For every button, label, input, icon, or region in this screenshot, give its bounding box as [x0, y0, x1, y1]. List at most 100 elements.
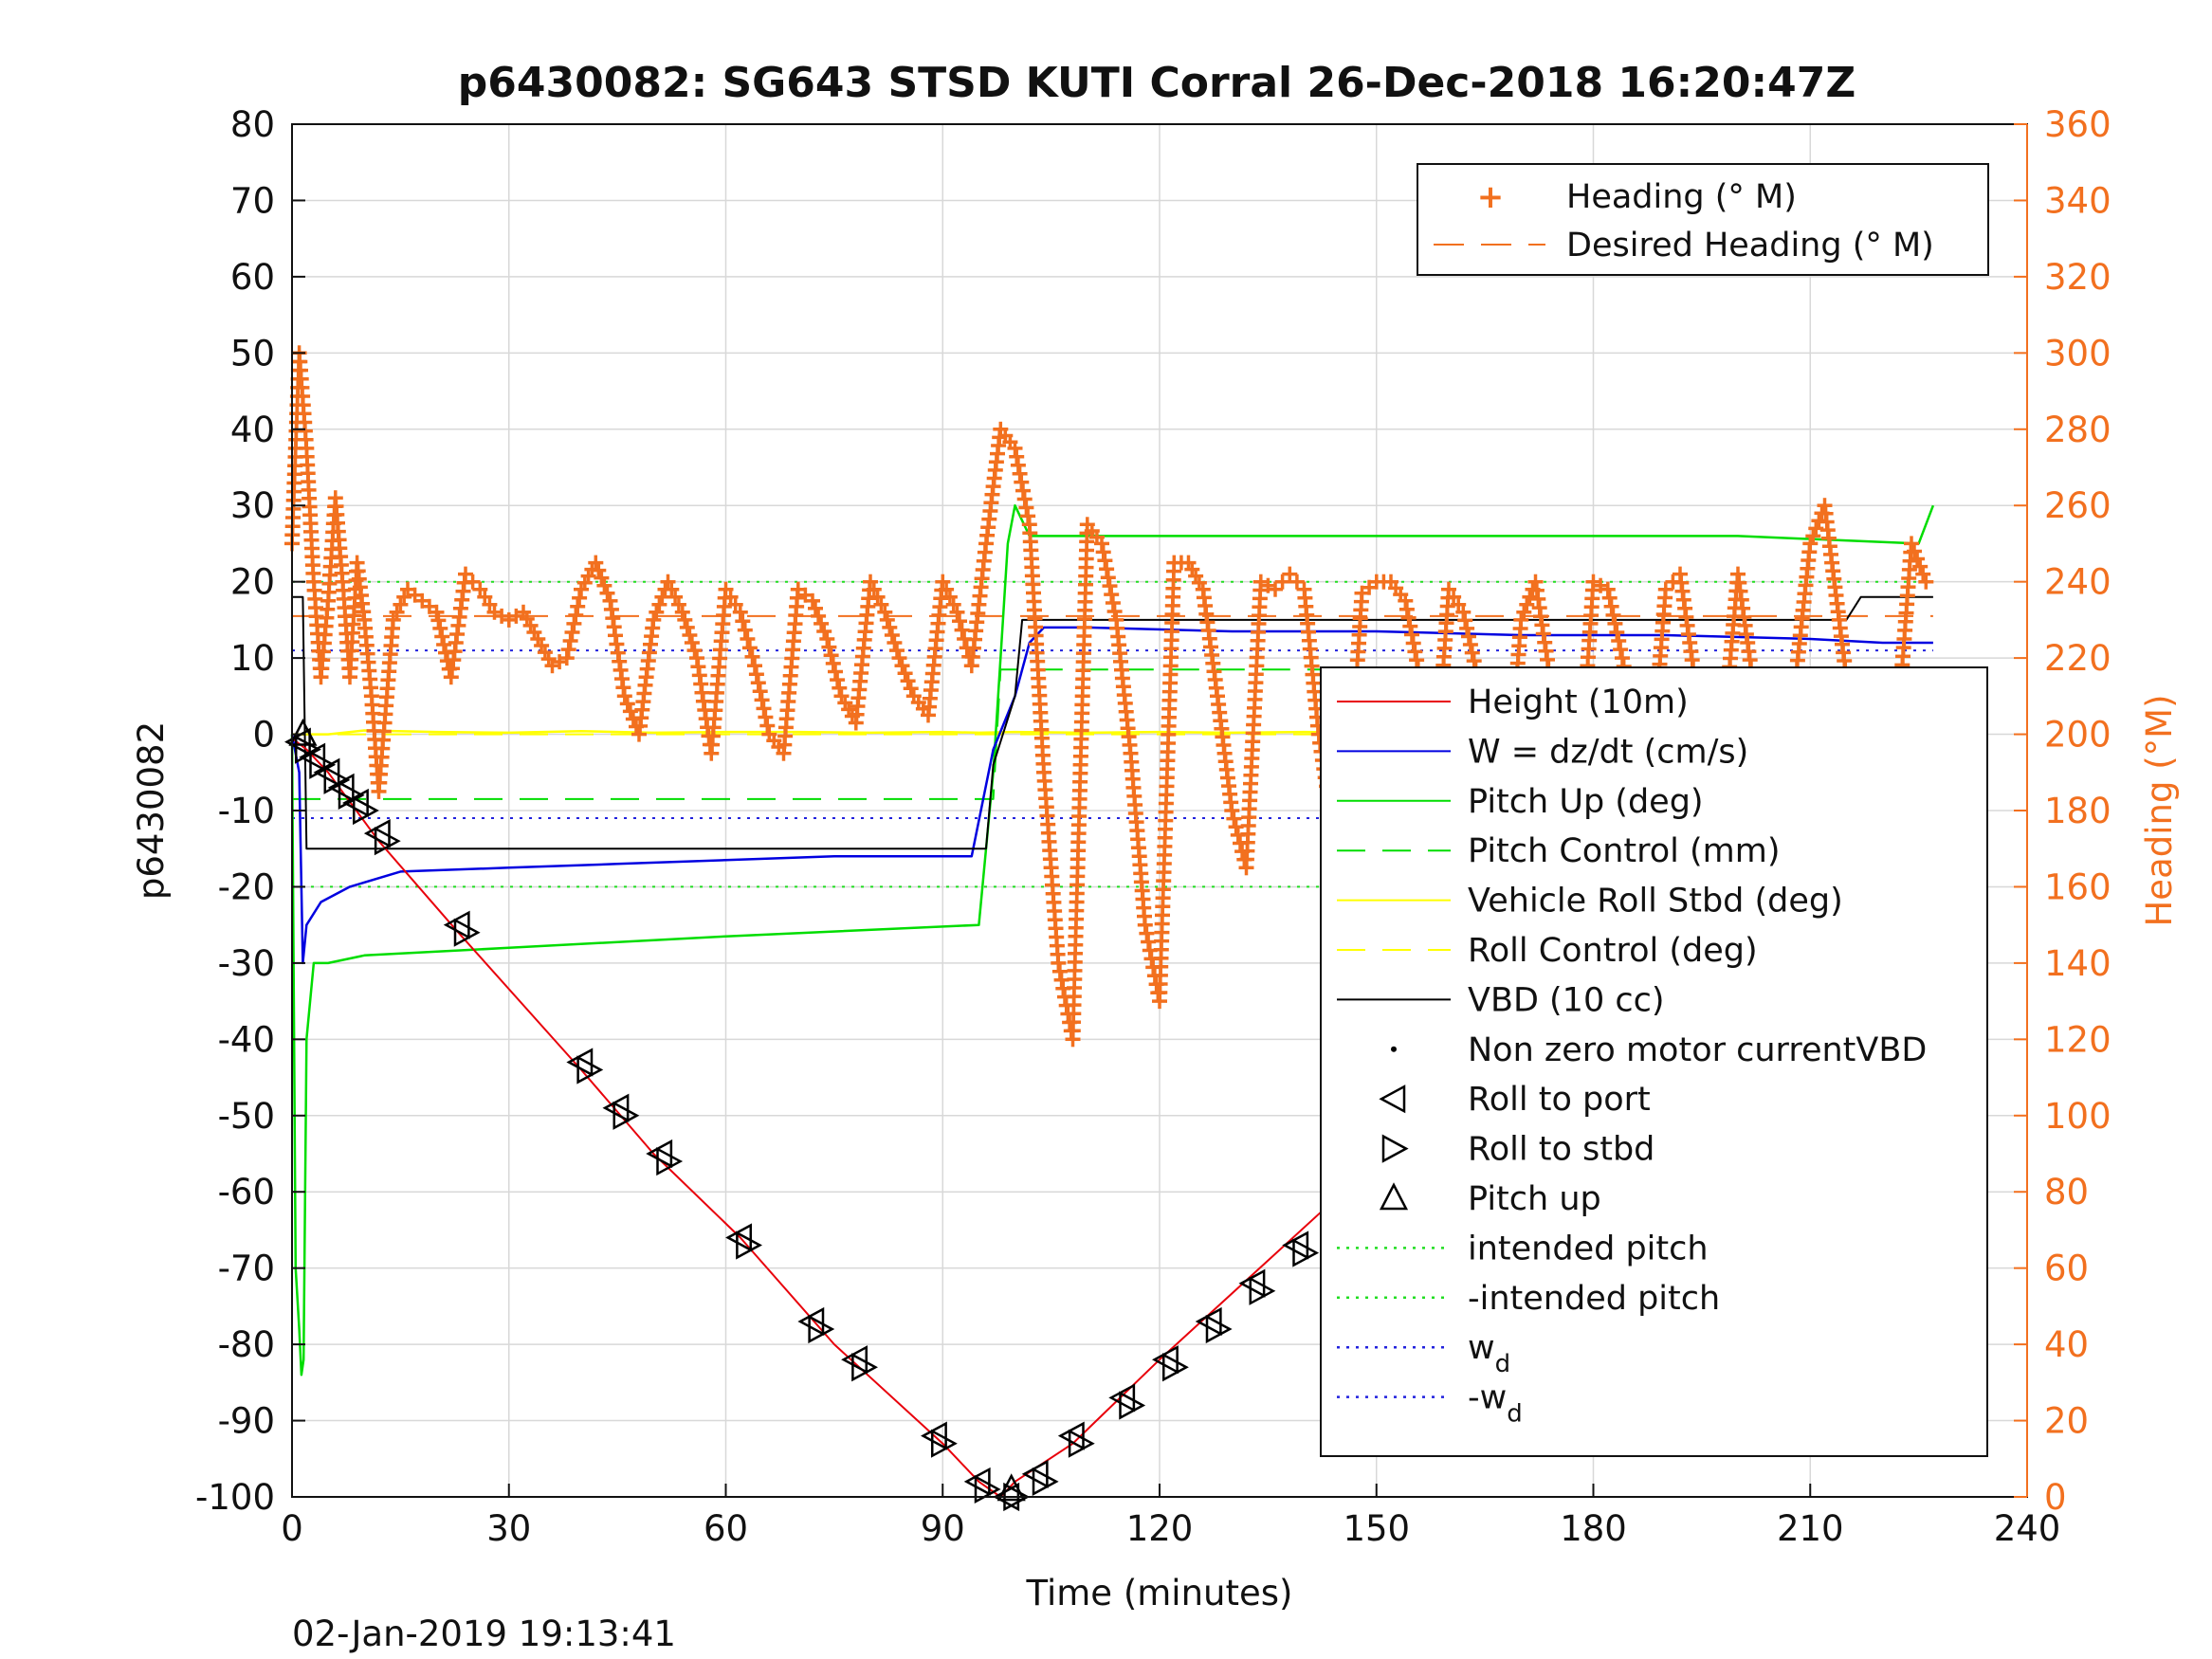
heading-point — [572, 590, 588, 606]
heading-point — [814, 615, 830, 631]
heading-point — [741, 640, 758, 656]
heading-point — [759, 718, 776, 734]
legend-sample-marker — [1379, 1085, 1406, 1114]
y-right-tick-label: 40 — [2044, 1324, 2089, 1365]
pitch-up-marker — [288, 718, 318, 746]
heading-point — [718, 581, 734, 597]
heading-point — [1274, 574, 1290, 590]
y-right-tick-label: 240 — [2044, 562, 2111, 603]
heading-point — [954, 622, 970, 638]
heading-point — [677, 611, 693, 628]
legend-subscript: d — [1495, 1350, 1511, 1378]
heading-point — [385, 611, 401, 628]
y-tick-label: 10 — [230, 638, 275, 679]
y-right-tick-label: 300 — [2044, 333, 2111, 374]
y-right-tick-label: 220 — [2044, 638, 2111, 679]
heading-point — [939, 581, 955, 597]
y-tick-label: 70 — [230, 180, 275, 221]
roll-to-stbd-marker — [808, 1314, 835, 1344]
heading-point — [1613, 642, 1629, 658]
legend-subscript: d — [1507, 1400, 1523, 1429]
timestamp-footer: 02-Jan-2019 19:13:41 — [292, 1613, 676, 1654]
legend-heading: + Heading (° M) Desired Heading (° M) — [1417, 163, 1989, 276]
roll-to-stbd-marker — [1249, 1276, 1276, 1305]
y-tick-label: -70 — [218, 1249, 275, 1289]
heading-point — [684, 635, 700, 650]
heading-point — [1605, 607, 1621, 623]
y-tick-label: 80 — [230, 104, 275, 145]
y-axis-right-label: Heading (°M) — [2139, 694, 2180, 926]
heading-point — [649, 604, 665, 620]
roll-to-port-marker — [963, 1467, 991, 1497]
roll-to-stbd-marker — [1068, 1429, 1095, 1458]
heading-point — [646, 611, 662, 628]
heading-point — [558, 650, 575, 666]
roll-to-port-marker — [1057, 1421, 1085, 1450]
heading-point — [744, 648, 760, 665]
roll-to-port-marker — [566, 1048, 594, 1077]
legend-main-label: VBD (10 cc) — [1468, 981, 1665, 1019]
roll-to-port-marker — [725, 1223, 752, 1252]
heading-point — [619, 696, 635, 712]
heading-point — [1516, 604, 1532, 620]
heading-point — [1466, 653, 1482, 669]
y-right-tick-label: 100 — [2044, 1096, 2111, 1137]
roll-to-stbd-marker — [656, 1146, 684, 1176]
heading-point — [1441, 581, 1456, 597]
pitch-up-marker — [996, 1473, 1026, 1502]
roll-to-stbd-marker — [576, 1055, 604, 1085]
heading-point — [1513, 611, 1529, 628]
chart-title: p6430082: SG643 STSD KUTI Corral 26-Dec-… — [458, 59, 1856, 107]
heading-point — [432, 620, 448, 636]
heading-point — [805, 592, 820, 609]
heading-point — [472, 581, 488, 597]
heading-point — [830, 672, 846, 688]
heading-point — [651, 596, 667, 612]
series-line-pitch-up-deg — [290, 503, 1935, 1376]
legend-main-label: -intended pitch — [1468, 1280, 1720, 1318]
roll-to-stbd-marker — [1032, 1467, 1059, 1497]
y-tick-label: 40 — [230, 410, 275, 450]
legend-main-items: Height (10m) W = dz/dt (cm/s) Pitch Up (de… — [1337, 684, 1927, 1429]
series-line-pitch-control-mm — [292, 668, 1930, 800]
y-tick-label: -80 — [218, 1324, 275, 1365]
y-right-tick-label: 60 — [2044, 1249, 2089, 1289]
heading-point — [1918, 574, 1934, 590]
y-right-tick-label: 120 — [2044, 1019, 2111, 1060]
heading-point — [1224, 803, 1240, 818]
y-right-tick-label: 360 — [2044, 104, 2111, 145]
heading-point — [866, 581, 882, 597]
y-right-tick-label: 20 — [2044, 1401, 2089, 1442]
y-tick-label: -100 — [195, 1477, 275, 1518]
heading-point — [1805, 528, 1821, 544]
heading-point — [1464, 645, 1480, 661]
heading-point — [756, 701, 772, 717]
heading-point — [952, 613, 967, 629]
heading-point — [568, 607, 584, 623]
roll-to-port-marker — [342, 788, 369, 818]
heading-point — [430, 612, 447, 629]
heading-point — [1912, 558, 1929, 574]
heading-point — [465, 574, 481, 590]
heading-point — [1910, 551, 1926, 567]
x-tick-label: 30 — [486, 1508, 531, 1549]
heading-point — [735, 613, 751, 629]
heading-point — [823, 647, 839, 664]
legend-main-label: Roll to stbd — [1468, 1131, 1654, 1169]
legend-heading-entry-0: Heading (° M) — [1566, 178, 1797, 216]
marker-layer — [284, 345, 1948, 1512]
heading-point — [429, 604, 445, 620]
heading-point — [1289, 574, 1305, 590]
x-tick-label: 150 — [1343, 1508, 1410, 1549]
roll-to-stbd-marker — [309, 750, 337, 779]
roll-to-port-marker — [1238, 1268, 1266, 1298]
legend-main-label: Roll to port — [1468, 1081, 1651, 1119]
x-tick-label: 90 — [921, 1508, 965, 1549]
y-tick-label: 0 — [252, 715, 275, 756]
y-axis-right-ticks: 0 20 40 60 80 100 120 140 160 180 200 220 240 260 280 3… — [2014, 104, 2111, 1518]
heading-point — [674, 604, 690, 620]
legend-sample-dot — [1391, 1046, 1397, 1052]
legend-main-label: Vehicle Roll Stbd (deg) — [1468, 883, 1843, 921]
heading-point — [682, 628, 698, 643]
